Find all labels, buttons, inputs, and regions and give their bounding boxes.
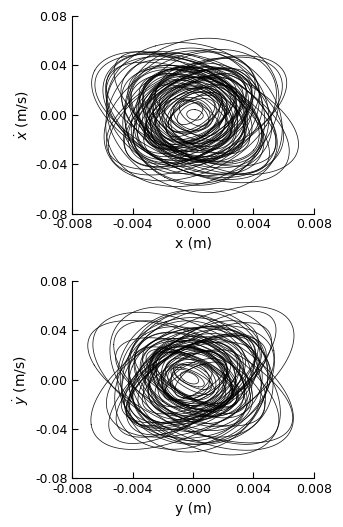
Y-axis label: $\dot{y}$ (m/s): $\dot{y}$ (m/s): [11, 355, 31, 405]
X-axis label: x (m): x (m): [175, 237, 212, 251]
X-axis label: y (m): y (m): [175, 502, 212, 516]
Y-axis label: $\dot{x}$ (m/s): $\dot{x}$ (m/s): [13, 90, 31, 140]
